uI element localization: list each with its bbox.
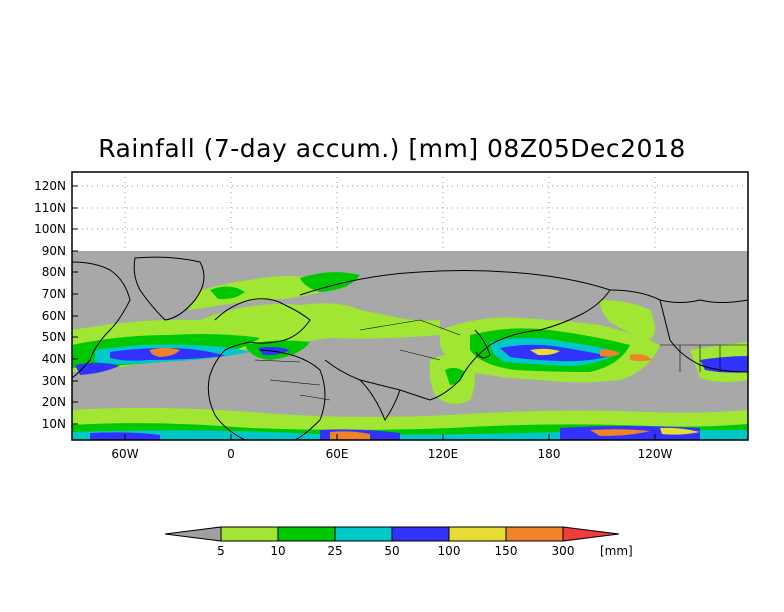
colorbar-bin-150-300 <box>505 526 564 542</box>
lat-label: 70N <box>41 287 66 301</box>
colorbar <box>164 526 620 542</box>
lat-label: 110N <box>34 201 66 215</box>
colorbar-label: 5 <box>217 544 225 558</box>
colorbar-bin-5-10 <box>220 526 279 542</box>
colorbar-label: 10 <box>270 544 286 558</box>
colorbar-high-arrow <box>562 526 620 542</box>
lon-label: 120E <box>427 447 459 461</box>
lat-label: 10N <box>41 417 66 431</box>
lon-label: 60E <box>325 447 349 461</box>
colorbar-label: 300 <box>551 544 575 558</box>
rain-shading <box>72 272 748 440</box>
lat-label: 100N <box>34 222 66 236</box>
tick-marks <box>72 185 656 440</box>
lat-label: 80N <box>41 265 66 279</box>
colorbar-bin-50-100 <box>391 526 450 542</box>
grid-lines <box>72 172 748 251</box>
lat-label: 60N <box>41 309 66 323</box>
plot-frame <box>71 171 749 441</box>
lat-label: 90N <box>41 244 66 258</box>
lat-label: 40N <box>41 352 66 366</box>
colorbar-low-arrow <box>164 526 222 542</box>
lon-label: 0 <box>227 447 235 461</box>
colorbar-label: 25 <box>327 544 343 558</box>
colorbar-bin-25-50 <box>334 526 393 542</box>
lat-label: 20N <box>41 395 66 409</box>
colorbar-label: 50 <box>384 544 400 558</box>
lon-label: 60W <box>111 447 139 461</box>
lon-label: 180 <box>537 447 561 461</box>
colorbar-unit: [mm] <box>600 544 633 558</box>
lon-label: 120W <box>637 447 673 461</box>
colorbar-label: 100 <box>437 544 461 558</box>
lat-label: 50N <box>41 330 66 344</box>
colorbar-bin-100-150 <box>448 526 507 542</box>
map-title: Rainfall (7-day accum.) [mm] 08Z05Dec201… <box>98 134 686 163</box>
borders <box>254 319 748 401</box>
colorbar-label: 150 <box>494 544 518 558</box>
lat-label: 30N <box>41 374 66 388</box>
colorbar-bin-10-25 <box>277 526 336 542</box>
lat-label: 120N <box>34 179 66 193</box>
coastlines <box>71 256 749 441</box>
